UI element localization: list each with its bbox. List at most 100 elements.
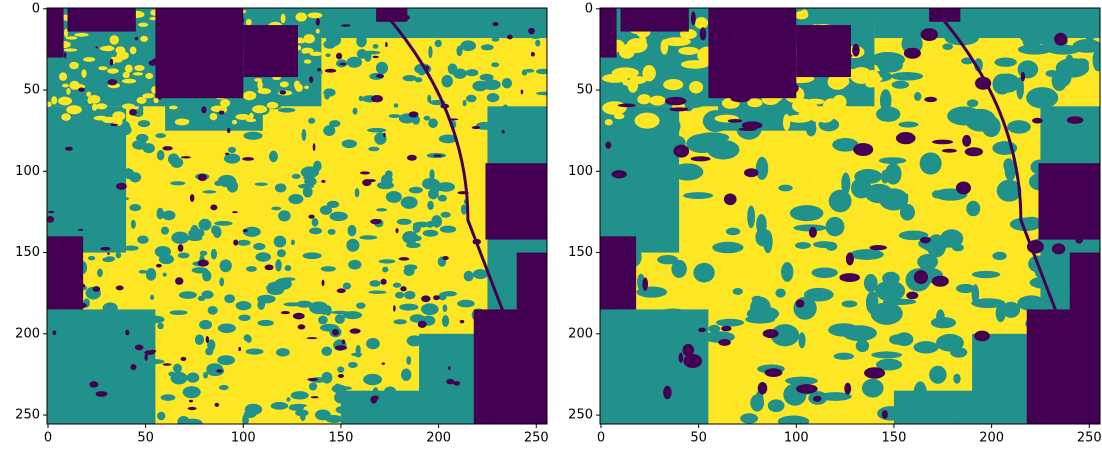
image-blob	[219, 277, 224, 286]
image-blob	[928, 402, 944, 410]
image-blob	[224, 294, 235, 303]
image-blob	[150, 295, 154, 301]
image-blob	[210, 205, 217, 211]
image-blob	[304, 59, 312, 63]
image-blob	[620, 117, 628, 134]
image-blob	[238, 347, 241, 351]
image-blob	[232, 211, 237, 213]
image-blob	[726, 228, 740, 236]
image-blob	[98, 66, 107, 70]
image-blob	[242, 157, 254, 161]
image-blob	[860, 109, 872, 119]
image-blob	[457, 300, 475, 308]
image-blob	[660, 39, 668, 54]
image-blob	[356, 302, 366, 308]
image-blob	[277, 249, 286, 257]
image-blob	[811, 267, 837, 278]
image-blob	[178, 244, 184, 252]
image-blob	[763, 329, 779, 338]
image-blob	[72, 400, 82, 405]
image-blob	[161, 227, 169, 235]
image-blob	[368, 147, 379, 152]
image-blob	[393, 305, 396, 311]
image-blob	[58, 97, 72, 106]
image-blob	[996, 304, 1006, 322]
x-tick-label: 200	[979, 431, 1004, 446]
image-blob	[509, 151, 513, 155]
image-blob	[246, 19, 252, 26]
y-tick-label: 100	[568, 164, 593, 179]
image-blob	[204, 112, 209, 122]
image-blob	[210, 113, 218, 120]
image-blob	[81, 284, 85, 288]
image-blob	[309, 228, 322, 235]
image-blob	[64, 52, 67, 58]
image-blob	[382, 267, 388, 273]
image-blob	[107, 68, 118, 73]
image-blob	[337, 366, 344, 372]
image-blob	[43, 390, 59, 397]
image-blob	[428, 398, 441, 408]
image-blob	[329, 120, 340, 127]
image-blob	[422, 178, 436, 189]
image-blob	[95, 103, 107, 109]
image-blob	[738, 128, 756, 132]
image-blob	[385, 42, 387, 47]
image-blob	[328, 229, 336, 235]
image-blob	[787, 115, 812, 123]
image-blob	[920, 237, 931, 244]
image-blob	[956, 284, 975, 293]
image-blob	[351, 353, 362, 357]
image-region	[874, 8, 1100, 38]
image-blob	[199, 320, 212, 330]
image-blob	[157, 323, 163, 329]
image-blob	[763, 230, 772, 253]
image-blob	[678, 47, 699, 55]
image-blob	[78, 157, 91, 164]
image-blob	[170, 157, 183, 168]
image-blob	[809, 227, 817, 238]
image-blob	[839, 273, 860, 282]
image-blob	[602, 101, 627, 115]
y-tick-label: 200	[15, 326, 40, 341]
image-blob	[89, 381, 98, 387]
image-blob	[313, 161, 321, 172]
image-blob	[257, 81, 262, 90]
image-region	[708, 8, 796, 98]
image-blob	[183, 386, 201, 398]
image-blob	[275, 183, 286, 192]
image-blob	[524, 69, 534, 73]
image-blob	[195, 334, 204, 345]
image-blob	[216, 369, 222, 372]
image-blob	[143, 143, 155, 153]
image-blob	[475, 272, 489, 277]
image-blob	[125, 330, 129, 336]
image-blob	[369, 280, 380, 287]
image-blob	[138, 120, 150, 127]
image-blob	[279, 90, 286, 94]
image-blob	[663, 386, 672, 399]
image-blob	[1075, 236, 1083, 244]
image-blob	[502, 78, 512, 88]
image-blob	[612, 170, 627, 178]
image-blob	[302, 129, 307, 141]
image-blob	[69, 62, 79, 69]
image-blob	[400, 15, 410, 21]
image-blob	[864, 70, 880, 87]
image-blob	[618, 104, 636, 108]
image-blob	[290, 404, 307, 408]
image-blob	[180, 357, 186, 361]
image-blob	[228, 147, 236, 153]
image-blob	[291, 240, 295, 246]
image-blob	[238, 315, 250, 321]
image-blob	[356, 10, 370, 19]
image-blob	[199, 219, 212, 231]
image-blob	[885, 163, 901, 185]
image-blob	[397, 219, 412, 225]
image-blob	[271, 207, 281, 211]
image-blob	[99, 364, 114, 371]
image-blob	[442, 315, 449, 327]
image-blob	[464, 271, 474, 282]
image-blob	[456, 403, 463, 409]
image-blob	[914, 270, 928, 284]
